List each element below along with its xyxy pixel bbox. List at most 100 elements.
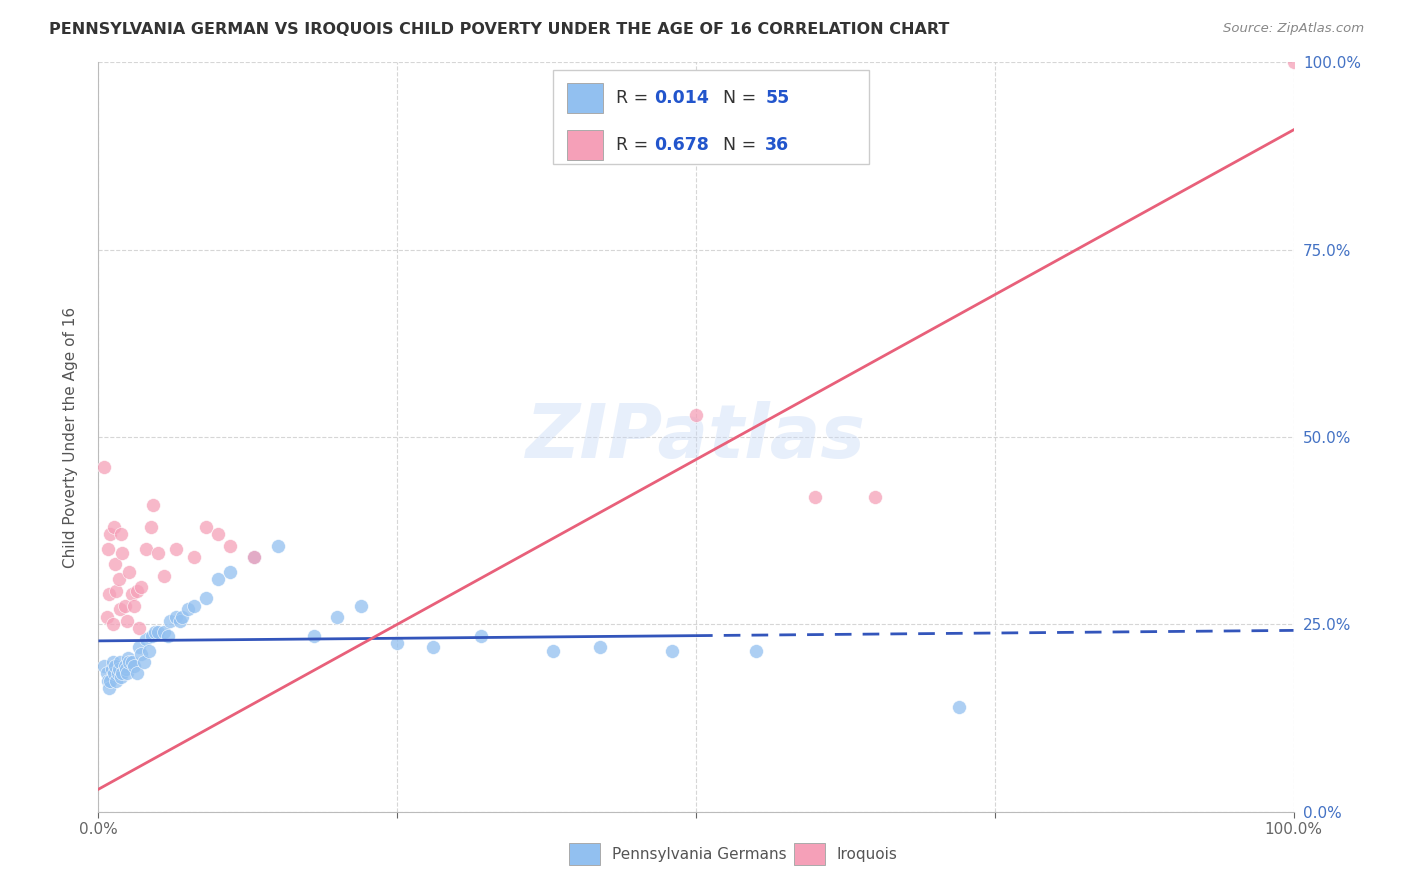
- Point: [219, 539, 242, 553]
- Text: ZIPatlas: ZIPatlas: [526, 401, 866, 474]
- Point: [110, 527, 132, 541]
- FancyBboxPatch shape: [553, 70, 869, 163]
- Point: [153, 568, 176, 582]
- Point: [115, 614, 138, 628]
- Point: [105, 673, 128, 688]
- Point: [745, 643, 768, 657]
- Point: [124, 658, 146, 673]
- Point: [350, 599, 373, 613]
- Point: [117, 651, 139, 665]
- Point: [104, 658, 127, 673]
- Point: [470, 629, 492, 643]
- Point: [685, 408, 707, 422]
- Point: [142, 498, 165, 512]
- Point: [108, 655, 131, 669]
- Point: [103, 666, 125, 681]
- Point: [267, 539, 290, 553]
- Point: [135, 632, 157, 647]
- Point: [111, 546, 134, 560]
- Point: [172, 610, 194, 624]
- Point: [326, 610, 349, 624]
- Point: [195, 520, 218, 534]
- Point: [125, 666, 148, 681]
- Text: 36: 36: [765, 136, 789, 153]
- Point: [96, 666, 118, 681]
- Point: [96, 610, 118, 624]
- Point: [115, 666, 138, 681]
- Point: [103, 520, 125, 534]
- Point: [101, 655, 124, 669]
- Point: [385, 636, 409, 650]
- Point: [98, 587, 121, 601]
- Point: [948, 699, 970, 714]
- Point: [128, 621, 150, 635]
- Point: [138, 643, 160, 657]
- Point: [107, 573, 129, 587]
- Point: [165, 610, 187, 624]
- Point: [104, 558, 127, 572]
- Text: 55: 55: [765, 89, 790, 107]
- Point: [121, 587, 143, 601]
- Point: [108, 602, 131, 616]
- Point: [169, 614, 191, 628]
- Point: [541, 643, 564, 657]
- Text: R =: R =: [616, 136, 654, 153]
- Point: [114, 658, 136, 673]
- FancyBboxPatch shape: [567, 84, 603, 113]
- Point: [131, 648, 153, 662]
- Point: [141, 629, 163, 643]
- Text: 0.014: 0.014: [654, 89, 709, 107]
- Point: [97, 542, 120, 557]
- Point: [302, 629, 325, 643]
- Text: R =: R =: [616, 89, 654, 107]
- Text: N =: N =: [724, 89, 762, 107]
- Text: Iroquois: Iroquois: [837, 847, 897, 862]
- Point: [143, 624, 166, 639]
- Point: [105, 583, 128, 598]
- Point: [107, 662, 129, 676]
- Point: [159, 614, 181, 628]
- Point: [115, 662, 138, 676]
- Point: [114, 599, 136, 613]
- Point: [139, 520, 162, 534]
- Point: [422, 640, 444, 654]
- Point: [243, 549, 266, 564]
- Point: [110, 670, 132, 684]
- Point: [207, 573, 229, 587]
- Point: [804, 490, 827, 504]
- Point: [93, 460, 115, 475]
- Point: [118, 565, 141, 579]
- Point: [1282, 55, 1305, 70]
- Point: [148, 624, 170, 639]
- Point: [107, 666, 129, 681]
- Point: [589, 640, 612, 654]
- Point: [156, 629, 179, 643]
- Point: [97, 673, 120, 688]
- Point: [131, 580, 153, 594]
- Point: [93, 658, 115, 673]
- FancyBboxPatch shape: [567, 130, 603, 160]
- Point: [101, 617, 124, 632]
- Point: [165, 542, 187, 557]
- Text: Pennsylvania Germans: Pennsylvania Germans: [612, 847, 786, 862]
- Point: [118, 655, 141, 669]
- Point: [661, 643, 683, 657]
- Point: [243, 549, 266, 564]
- Point: [177, 602, 200, 616]
- Point: [153, 624, 176, 639]
- Point: [124, 599, 146, 613]
- Text: N =: N =: [724, 136, 762, 153]
- Point: [207, 527, 229, 541]
- Point: [148, 546, 170, 560]
- Point: [865, 490, 887, 504]
- Text: 0.678: 0.678: [654, 136, 709, 153]
- Point: [183, 599, 205, 613]
- Point: [100, 662, 122, 676]
- Y-axis label: Child Poverty Under the Age of 16: Child Poverty Under the Age of 16: [63, 307, 77, 567]
- Text: Source: ZipAtlas.com: Source: ZipAtlas.com: [1223, 22, 1364, 36]
- Point: [128, 640, 150, 654]
- Text: PENNSYLVANIA GERMAN VS IROQUOIS CHILD POVERTY UNDER THE AGE OF 16 CORRELATION CH: PENNSYLVANIA GERMAN VS IROQUOIS CHILD PO…: [49, 22, 949, 37]
- Point: [219, 565, 242, 579]
- Point: [125, 583, 148, 598]
- Point: [98, 527, 122, 541]
